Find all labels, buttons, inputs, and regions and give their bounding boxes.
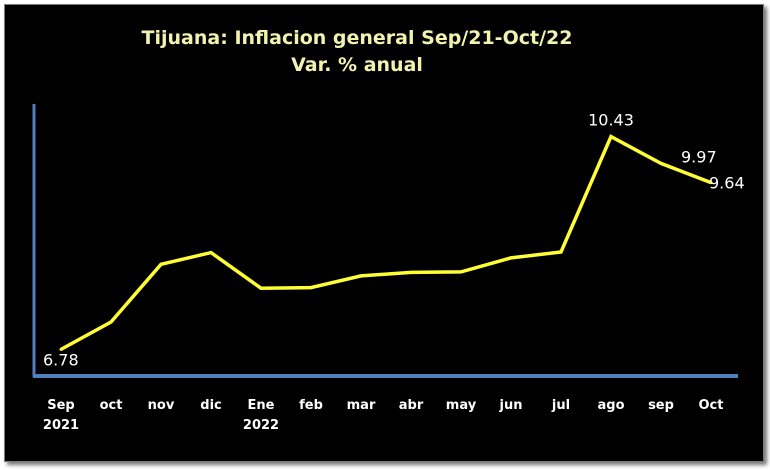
x-tick-year-label: 2022 xyxy=(243,418,279,433)
x-tick-label: ago xyxy=(597,398,624,413)
data-point xyxy=(609,135,613,139)
chart-title: Tijuana: Inflacion general Sep/21-Oct/22 xyxy=(142,27,573,49)
data-label: 10.43 xyxy=(588,111,634,130)
x-tick-label: Oct xyxy=(699,398,724,413)
x-tick-label: may xyxy=(446,398,477,413)
x-tick-label: nov xyxy=(148,398,175,413)
data-point xyxy=(309,286,313,290)
data-labels: 6.78 10.43 9.97 9.64 xyxy=(43,111,745,370)
x-tick-label: mar xyxy=(347,398,376,413)
data-point xyxy=(359,274,363,278)
chart-subtitle: Var. % anual xyxy=(291,54,423,76)
x-tick-label: sep xyxy=(648,398,674,413)
data-label: 6.78 xyxy=(43,350,79,369)
data-point xyxy=(459,270,463,274)
x-tick-label: dic xyxy=(200,398,221,413)
x-tick-label: jun xyxy=(499,398,523,413)
data-point xyxy=(509,256,513,260)
data-point xyxy=(259,286,263,290)
data-point xyxy=(209,251,213,255)
series-line-0 xyxy=(60,134,712,351)
data-point xyxy=(659,161,663,165)
data-point xyxy=(59,347,63,351)
data-point xyxy=(559,250,563,254)
x-tick-label: abr xyxy=(399,398,424,413)
data-label: 9.97 xyxy=(681,147,717,166)
data-point xyxy=(409,270,413,274)
x-tick-label: feb xyxy=(299,398,323,413)
data-point xyxy=(159,262,163,266)
data-point xyxy=(109,320,113,324)
series-layer xyxy=(59,134,713,351)
data-label: 9.64 xyxy=(709,174,745,193)
x-tick-year-label: 2021 xyxy=(43,418,79,433)
chart-frame xyxy=(4,4,764,462)
data-point xyxy=(709,181,713,185)
x-tick-label: Ene xyxy=(248,398,275,413)
x-tick-label: oct xyxy=(100,398,123,413)
x-tick-label: Sep xyxy=(47,398,75,413)
x-tick-labels: Sep 2021 oct nov dic Ene 2022 feb mar abr may jun ju… xyxy=(43,398,724,433)
x-tick-label: jul xyxy=(551,398,570,413)
